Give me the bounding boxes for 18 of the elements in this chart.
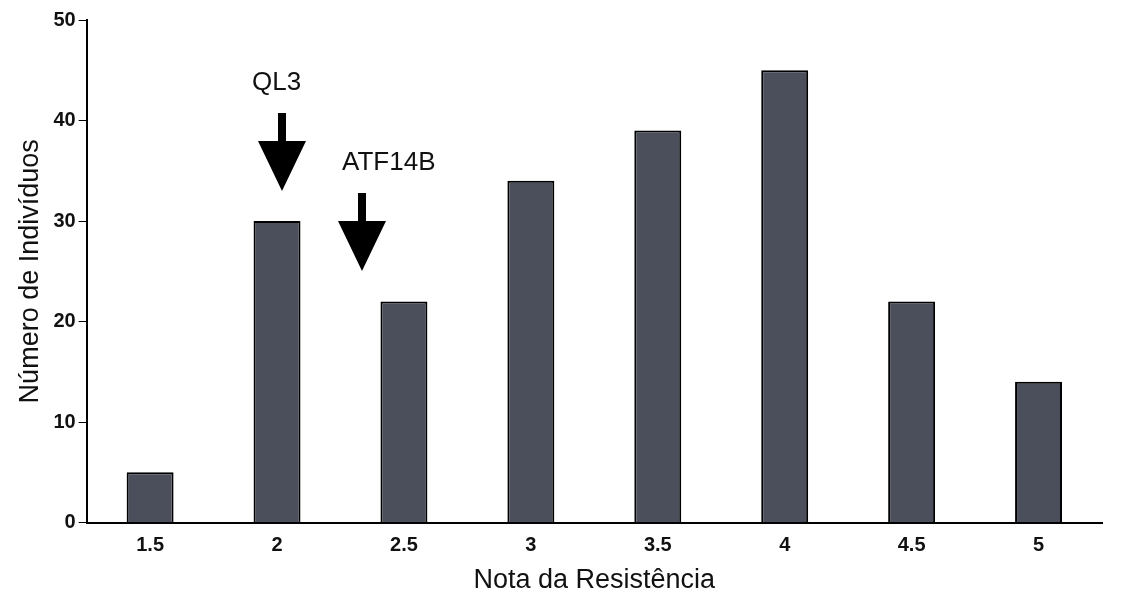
y-axis-title: Número de Indivíduos [13,139,44,404]
x-tick-label: 5 [1032,533,1045,556]
y-tick-label: 30 [53,208,76,231]
y-tick-label: 0 [64,510,76,533]
x-tick-label: 4.5 [897,533,926,556]
annotation: QL3 [252,65,302,97]
y-tick-label: 50 [53,7,76,30]
x-tick-label: 1.5 [136,533,165,556]
x-tick-label: 3.5 [643,533,672,556]
y-tick-label: 20 [53,309,76,332]
y-tick-label: 40 [53,108,76,131]
x-tick-label: 2.5 [390,533,418,556]
x-axis-title: Nota da Resistência [473,564,717,595]
annotation: ATF14B [342,146,436,178]
x-tick-label: 2 [271,533,283,556]
x-tick-label: 3 [525,533,537,556]
y-tick-label: 10 [53,409,76,432]
x-tick-label: 4 [779,533,792,556]
